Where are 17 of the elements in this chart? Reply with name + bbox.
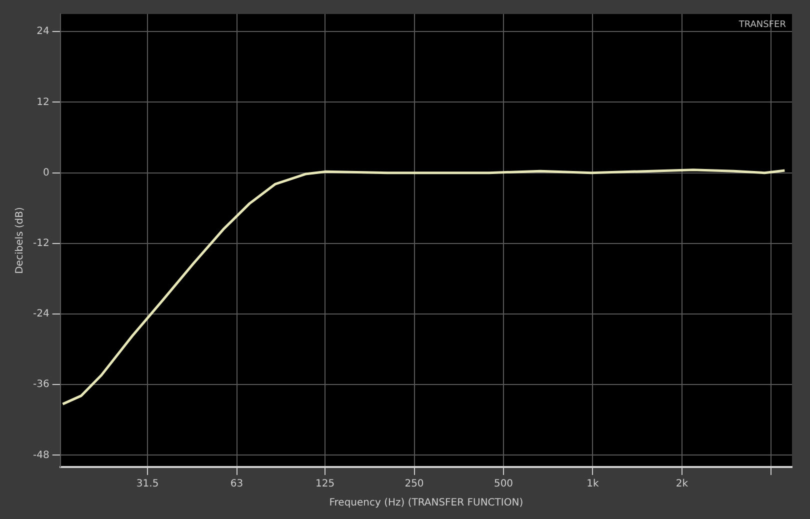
y-tick-label: -12 [32, 238, 50, 250]
x-axis-title: Frequency (Hz) (TRANSFER FUNCTION) [329, 498, 524, 509]
x-tick-label: 31.5 [136, 478, 159, 490]
y-axis-title: Decibels (dB) [14, 207, 26, 274]
x-tick-label: 500 [494, 478, 514, 490]
x-tick-label: 125 [315, 478, 335, 490]
x-tick-label: 2k [676, 478, 688, 490]
x-tick-label: 1k [586, 478, 600, 490]
y-tick-label: -36 [32, 379, 50, 390]
y-tick-label: 24 [36, 26, 50, 38]
y-tick-label: -48 [32, 450, 50, 461]
y-tick-label: 0 [42, 167, 50, 178]
x-tick-label: 250 [404, 478, 424, 490]
annotation: TRANSFER [738, 20, 786, 30]
y-tick-label: 12 [36, 96, 50, 108]
x-tick-label: 63 [230, 478, 244, 490]
y-tick-label: -24 [32, 308, 50, 320]
